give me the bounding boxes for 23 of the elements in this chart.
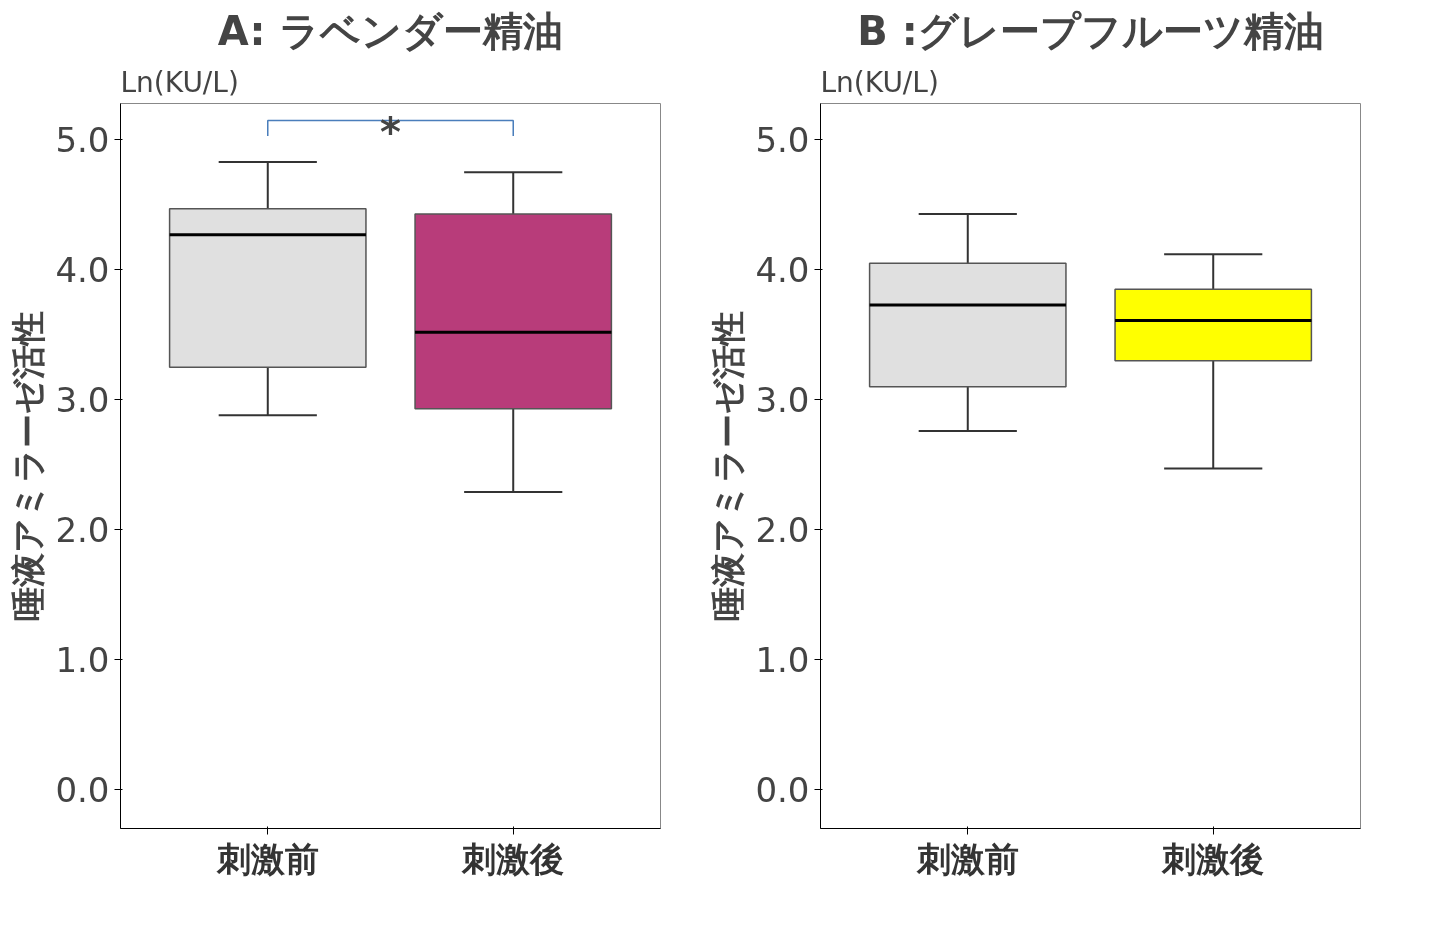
y-tick-label: 2.0 bbox=[755, 510, 810, 551]
text: Ln(KU/L) bbox=[820, 65, 939, 99]
y-tick-label: 1.0 bbox=[55, 640, 110, 681]
y-tick-label: 0.0 bbox=[755, 770, 810, 811]
y-tick-label: 3.0 bbox=[755, 380, 810, 421]
x-tick-label: 刺激後 bbox=[461, 839, 565, 878]
y-tick-label: 5.0 bbox=[55, 120, 110, 161]
y-tick-label: 2.0 bbox=[55, 510, 110, 551]
y-tick-label: 4.0 bbox=[755, 250, 810, 291]
text: Ln(KU/L) bbox=[120, 65, 239, 99]
x-tick-label: 刺激後 bbox=[1161, 839, 1265, 878]
y-tick-label: 1.0 bbox=[755, 640, 810, 681]
y-tick-label: 3.0 bbox=[55, 380, 110, 421]
x-tick-label: 刺激前 bbox=[215, 839, 319, 878]
y-tick-label: 4.0 bbox=[55, 250, 110, 291]
chart-title: A: ラベンダー精油 bbox=[217, 7, 564, 54]
y-tick-label: 0.0 bbox=[55, 770, 110, 811]
y-axis-title: 唾液アミラーゼ活性 bbox=[709, 311, 748, 621]
y-tick-label: 5.0 bbox=[755, 120, 810, 161]
chart-title: B :グレープフルーツ精油 bbox=[857, 7, 1324, 54]
x-tick-label: 刺激前 bbox=[915, 839, 1019, 878]
y-axis-title: 唾液アミラーゼ活性 bbox=[9, 311, 48, 621]
annotation: * bbox=[380, 109, 402, 156]
